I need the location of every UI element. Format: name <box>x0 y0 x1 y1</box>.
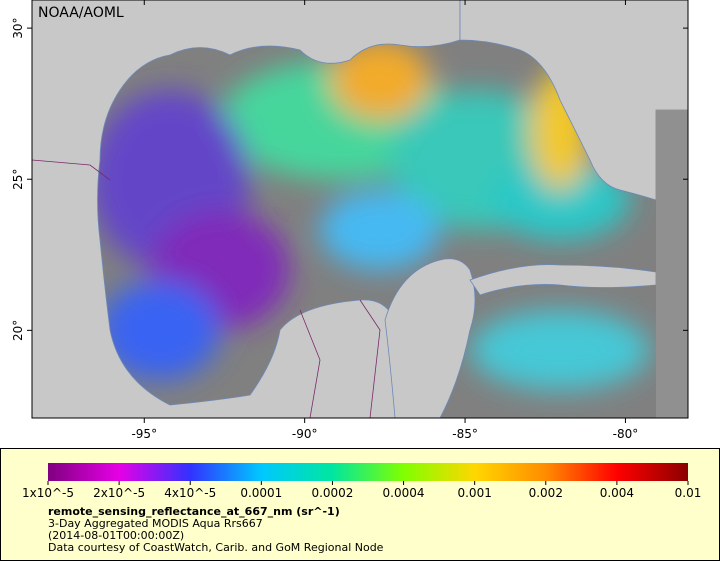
colorbar <box>48 463 688 481</box>
lat-tick-label: 25° <box>11 169 25 190</box>
land-florida <box>459 0 688 201</box>
reflectance-field <box>90 0 650 390</box>
lat-tick-label: 30° <box>11 17 25 38</box>
colorbar-label: 0.001 <box>457 486 491 500</box>
lat-tick-label: 20° <box>11 320 25 341</box>
colorbar-ticks: 1x10^-5 2x10^-5 4x10^-5 0.0001 0.0002 0.0004 0… <box>22 481 701 500</box>
land-mexico-us <box>32 0 461 418</box>
border <box>32 159 111 181</box>
colorbar-label: 0.002 <box>529 486 563 500</box>
map: NOAA/AOML <box>32 0 688 418</box>
colorbar-label: 0.01 <box>675 486 702 500</box>
variable-name: remote_sensing_reflectance_at_667_nm (sr… <box>48 505 340 518</box>
border <box>359 299 381 418</box>
legend-line: (2014-08-01T00:00:00Z) <box>48 529 184 542</box>
colorbar-label: 0.0001 <box>240 486 282 500</box>
lon-tick-label: -90° <box>292 427 318 441</box>
land-yucatan <box>384 258 476 418</box>
lon-tick-label: -85° <box>452 427 478 441</box>
lon-tick-label: -80° <box>613 427 639 441</box>
legend-line: Data courtesy of CoastWatch, Carib. and … <box>48 541 384 554</box>
watermark: NOAA/AOML <box>38 5 124 21</box>
graticule-ticks: -95° -90° -85° -80° 30° 25° 20° <box>11 0 688 441</box>
no-coverage <box>656 110 688 418</box>
colorbar-label: 4x10^-5 <box>164 486 216 500</box>
border <box>299 309 321 418</box>
colorbar-label: 1x10^-5 <box>22 486 74 500</box>
legend-line: 3-Day Aggregated MODIS Aqua Rrs667 <box>48 517 263 530</box>
colorbar-label: 0.0002 <box>311 486 353 500</box>
colorbar-label: 0.0004 <box>383 486 425 500</box>
map-frame <box>31 0 689 419</box>
colorbar-label: 0.004 <box>600 486 634 500</box>
lon-tick-label: -95° <box>131 427 157 441</box>
colorbar-label: 2x10^-5 <box>93 486 145 500</box>
